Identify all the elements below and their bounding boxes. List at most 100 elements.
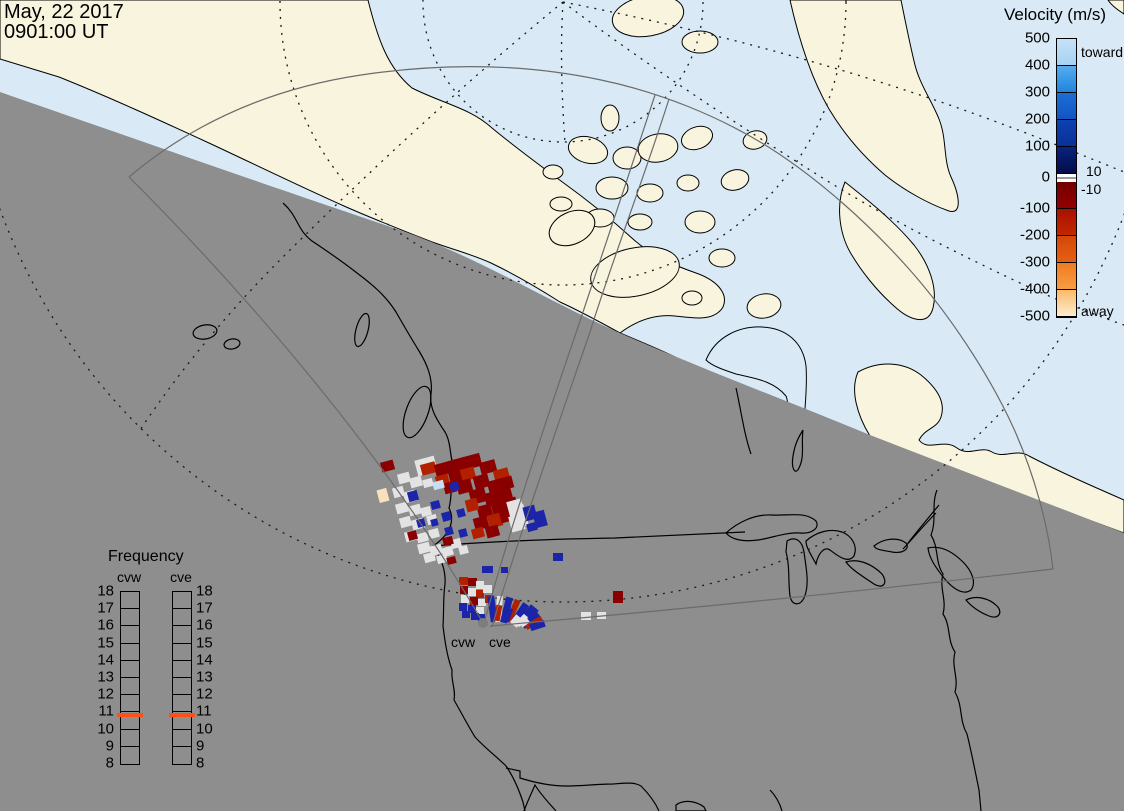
frequency-scale-value: 18: [97, 582, 114, 600]
vancouver-island: [402, 385, 432, 439]
frequency-marker-line: [117, 712, 143, 717]
nova-scotia: [965, 596, 1001, 618]
lake-superior: [725, 514, 818, 542]
frequency-cvw-label: cvw: [116, 569, 142, 585]
velocity-zero-line: [1057, 177, 1076, 179]
fov-mid-boundary-west: [483, 94, 656, 625]
frequency-scale-value: 9: [196, 737, 205, 755]
echo-cell: [526, 521, 538, 533]
frequency-cell: [173, 730, 191, 747]
echo-cell: [416, 531, 429, 544]
echo-cell: [432, 479, 445, 491]
frequency-bar-cve: [172, 591, 192, 765]
mexico-east-coast: [769, 789, 783, 811]
echo-cell: [406, 529, 419, 542]
echo-cell: [476, 607, 484, 614]
echo-cell: [468, 605, 476, 613]
velocity-tick: -300: [1019, 253, 1050, 271]
frequency-scale-value: 12: [97, 685, 114, 703]
echo-cell: [461, 595, 469, 603]
echo-cell: [420, 505, 432, 518]
echo-cell: [462, 611, 470, 618]
echo-cell: [478, 599, 486, 606]
echo-cell: [484, 524, 501, 539]
velocity-segment-8: [1057, 236, 1076, 263]
velocity-legend-title: Velocity (m/s): [1004, 5, 1107, 24]
echo-cell: [406, 489, 420, 503]
velocity-tick: 0: [1041, 168, 1050, 186]
gulf-st-lawrence: [927, 546, 975, 593]
velocity-segment-4: [1057, 147, 1076, 174]
echo-cell: [502, 607, 514, 623]
frequency-cell: [121, 747, 139, 763]
fov-outer-arc: [128, 65, 1054, 570]
echo-cell: [430, 518, 439, 527]
velocity-segment-10: [1057, 290, 1076, 317]
echo-cell: [472, 473, 491, 490]
fov-outline: [128, 65, 1054, 628]
echo-cell: [476, 590, 484, 598]
frequency-cell: [173, 678, 191, 696]
fov-mid-boundary-east: [491, 98, 670, 628]
echo-cell: [468, 588, 476, 596]
velocity-tick: 400: [1024, 56, 1050, 74]
haida-gwaii: [354, 312, 370, 348]
frequency-cell: [173, 661, 191, 678]
frequency-scale-value: 13: [97, 668, 114, 686]
meridian-center: [560, 1, 566, 144]
frequency-scale-value: 10: [97, 720, 114, 738]
echo-cell: [482, 566, 493, 573]
echo-cell: [498, 475, 515, 491]
echo-cell: [430, 499, 441, 511]
latitude-circle-mid: [279, 0, 847, 286]
magnetic-graticule: [0, 0, 1124, 603]
echo-cell: [447, 468, 465, 484]
frequency-scale-value: 8: [196, 754, 205, 772]
echo-cell: [471, 613, 479, 620]
frequency-cell: [173, 644, 191, 661]
echo-cell: [458, 528, 468, 538]
timestamp: May, 22 2017 0901:00 UT: [4, 2, 124, 42]
echo-cell: [476, 581, 484, 589]
inner-pos-label: 10: [1086, 163, 1102, 179]
toward-label: toward: [1081, 44, 1124, 60]
frequency-cell: [121, 609, 139, 627]
frequency-cell: [121, 730, 139, 747]
timestamp-date: May, 22 2017: [4, 1, 124, 23]
frequency-cell: [121, 644, 139, 661]
echo-cell: [518, 615, 530, 628]
frequency-scale-value: 9: [105, 737, 114, 755]
frequency-cell: [173, 695, 191, 713]
velocity-segment-0: [1057, 39, 1076, 66]
echo-cell: [433, 461, 452, 477]
echo-cell: [581, 612, 591, 620]
coastal-island-a: [192, 324, 218, 340]
echo-cell: [461, 452, 483, 471]
frequency-bar-cvw: [120, 591, 140, 765]
echo-cell: [446, 555, 457, 566]
frequency-scale-value: 14: [97, 651, 114, 669]
mexico-coast: [505, 767, 660, 811]
frequency-scale-value: 16: [196, 616, 213, 634]
frequency-scale-value: 17: [196, 599, 213, 617]
timestamp-time: 0901:00 UT: [4, 21, 109, 43]
echo-cell: [486, 478, 504, 494]
echo-cell: [529, 619, 546, 632]
echo-cell: [444, 526, 454, 536]
frequency-scale-value: 16: [97, 616, 114, 634]
frequency-marker-line: [169, 712, 195, 717]
frequency-scale-value: 18: [196, 582, 213, 600]
land-ne-corner: [1107, 0, 1124, 15]
echo-cell: [472, 515, 490, 531]
echo-cell: [499, 596, 514, 624]
velocity-segment-3: [1057, 120, 1076, 147]
latitude-circle-inner: [422, 0, 704, 143]
velocity-segment-2: [1057, 93, 1076, 120]
echo-cell: [486, 512, 504, 529]
velocity-tick: 500: [1024, 29, 1050, 47]
site-label-cve: cve: [489, 634, 511, 650]
velocity-tick: -400: [1019, 280, 1050, 298]
james-bay: [791, 429, 804, 472]
radar-echo-cells: [376, 452, 623, 632]
